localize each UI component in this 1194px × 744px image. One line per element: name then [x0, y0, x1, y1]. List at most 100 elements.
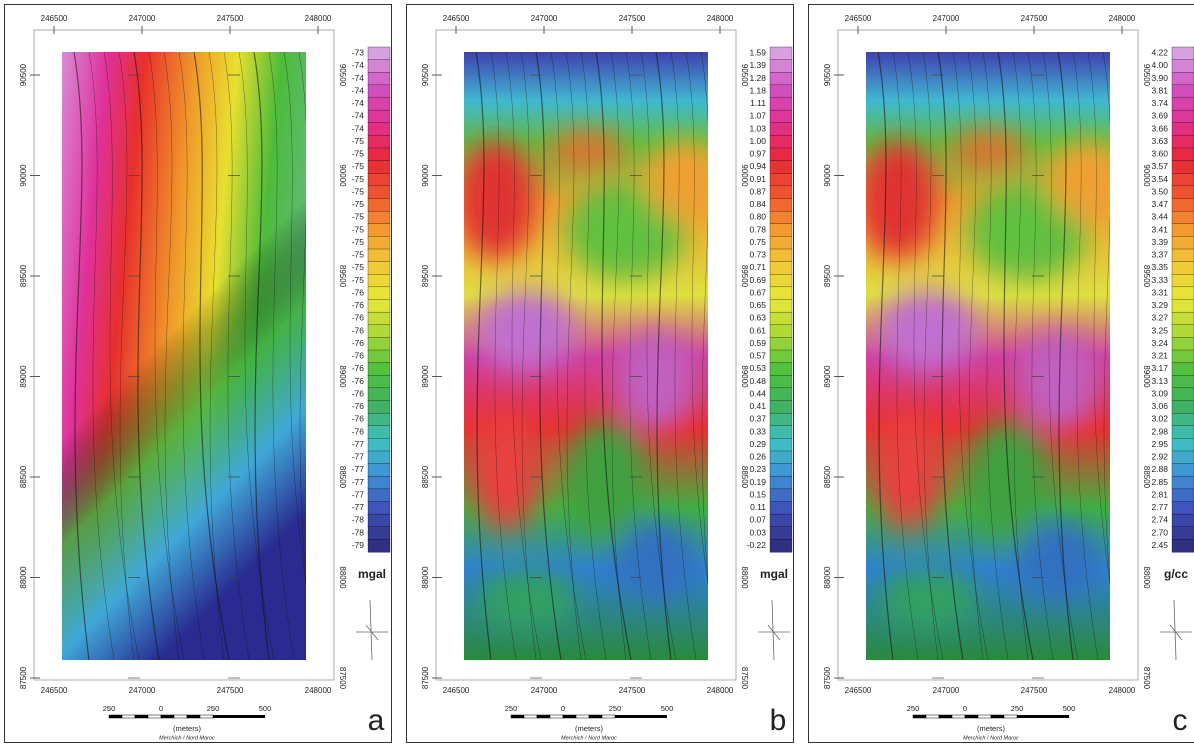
scale-label: 250 — [907, 704, 920, 713]
scale-bar-segment — [601, 714, 616, 719]
colorbar-label: -77 — [352, 439, 365, 449]
colorbar-swatch — [367, 299, 391, 313]
x-coord-label: 246500 — [845, 14, 872, 23]
colorbar-label: 3.44 — [1151, 212, 1168, 222]
colorbar-swatch — [769, 286, 793, 300]
contour-line — [1042, 52, 1079, 660]
colorbar-label: 0.23 — [749, 464, 766, 474]
colorbar-label: 1.28 — [749, 73, 766, 83]
colorbar-label: -76 — [352, 388, 365, 398]
colorbar-swatch — [1171, 185, 1194, 199]
colorbar-swatch — [769, 248, 793, 263]
x-coord-label: 247000 — [531, 686, 558, 695]
colorbar-swatch — [1171, 400, 1194, 414]
map-image — [866, 52, 1110, 660]
colorbar-label: -75 — [352, 212, 365, 222]
contour-line — [208, 52, 225, 660]
map-frame — [837, 29, 1139, 681]
y-coord-label: 89000 — [338, 365, 347, 388]
colorbar-label: 1.39 — [749, 60, 766, 70]
colorbar-label: -76 — [352, 325, 365, 335]
map-frame — [435, 29, 737, 681]
colorbar-label: 3.33 — [1151, 275, 1168, 285]
colorbar-swatch — [769, 337, 793, 351]
colorbar-label: -76 — [352, 401, 365, 411]
colorbar-label: -75 — [352, 199, 365, 209]
colorbar-swatch — [769, 109, 793, 124]
x-coord-label: 247500 — [1021, 14, 1048, 23]
colorbar-swatch — [367, 236, 391, 250]
colorbar-label: -76 — [352, 376, 365, 386]
colorbar-label: -75 — [352, 136, 365, 146]
colorbar-label: -74 — [352, 60, 365, 70]
contour-line — [1072, 52, 1099, 660]
x-coord-label: 247000 — [933, 14, 960, 23]
contour-line — [238, 52, 275, 660]
colorbar-swatch — [769, 223, 793, 237]
colorbar-label: -76 — [352, 313, 365, 323]
x-coord-label: 247000 — [531, 14, 558, 23]
colorbar-swatch — [1171, 248, 1194, 263]
colorbar-swatch — [1171, 286, 1194, 300]
scale-bar-segment — [1017, 715, 1069, 718]
contour-line — [88, 52, 115, 660]
colorbar-swatch — [367, 412, 391, 427]
colorbar-swatch — [769, 513, 793, 528]
colorbar-label: -75 — [352, 275, 365, 285]
colorbar-label: 3.37 — [1151, 250, 1168, 260]
y-coord-label: 89500 — [1142, 265, 1151, 288]
scale-bar-segment — [964, 714, 979, 719]
colorbar-label: 2.95 — [1151, 439, 1168, 449]
x-coord-label: 248000 — [707, 14, 734, 23]
contour-line — [595, 52, 632, 660]
y-coord-label: 87500 — [823, 666, 832, 689]
contour-line — [535, 52, 562, 660]
projection-label: Merchich / Nord Maroc — [963, 735, 1019, 741]
north-arrow — [356, 599, 388, 661]
map-panel: 246500 246500 247000 247000 247500 247500 2480… — [406, 4, 794, 743]
colorbar-swatch — [367, 147, 391, 162]
colorbar-swatch — [769, 135, 793, 149]
contour-line — [952, 52, 989, 660]
colorbar-swatch — [367, 513, 391, 528]
colorbar-label: -76 — [352, 426, 365, 436]
colorbar-swatch — [1171, 223, 1194, 237]
colorbar-label: 3.35 — [1151, 262, 1168, 272]
y-coord-label: 87500 — [1142, 667, 1151, 690]
scale-bar-segment — [199, 714, 214, 719]
colorbar-swatch — [1171, 375, 1194, 389]
colorbar-label: 0.61 — [749, 325, 766, 335]
scale-bar-segment — [147, 714, 162, 719]
y-coord-label: 89500 — [338, 265, 347, 288]
contour-line — [937, 52, 964, 660]
colorbar-swatch — [769, 122, 793, 136]
colorbar-swatch — [367, 274, 391, 288]
colorbar-swatch — [1171, 147, 1194, 162]
colorbar-label: 1.18 — [749, 85, 766, 95]
colorbar-swatch — [1171, 135, 1194, 149]
colorbar-swatch — [1171, 501, 1194, 515]
colorbar-swatch — [367, 135, 391, 149]
x-coord-label: 247500 — [1021, 686, 1048, 695]
anomaly — [968, 420, 1048, 540]
colorbar-label: 3.13 — [1151, 376, 1168, 386]
colorbar-label: 3.54 — [1151, 174, 1168, 184]
y-coord-label: 88500 — [1142, 466, 1151, 489]
colorbar-label: 1.07 — [749, 111, 766, 121]
colorbar-swatch — [367, 72, 391, 86]
colorbar-swatch — [1171, 299, 1194, 313]
colorbar-label: 0.63 — [749, 313, 766, 323]
colorbar-label: -75 — [352, 224, 365, 234]
colorbar-swatch — [769, 299, 793, 313]
scale-unit: (meters) — [575, 724, 603, 733]
colorbar-label: -75 — [352, 161, 365, 171]
scale-unit: (meters) — [977, 724, 1005, 733]
contour-line — [268, 52, 295, 660]
colorbar-swatch — [769, 59, 793, 73]
contour-line — [877, 52, 894, 660]
contour-line — [580, 52, 607, 660]
colorbar-swatch — [769, 400, 793, 414]
scale-label: 250 — [103, 704, 116, 713]
y-coord-label: 90500 — [338, 64, 347, 87]
